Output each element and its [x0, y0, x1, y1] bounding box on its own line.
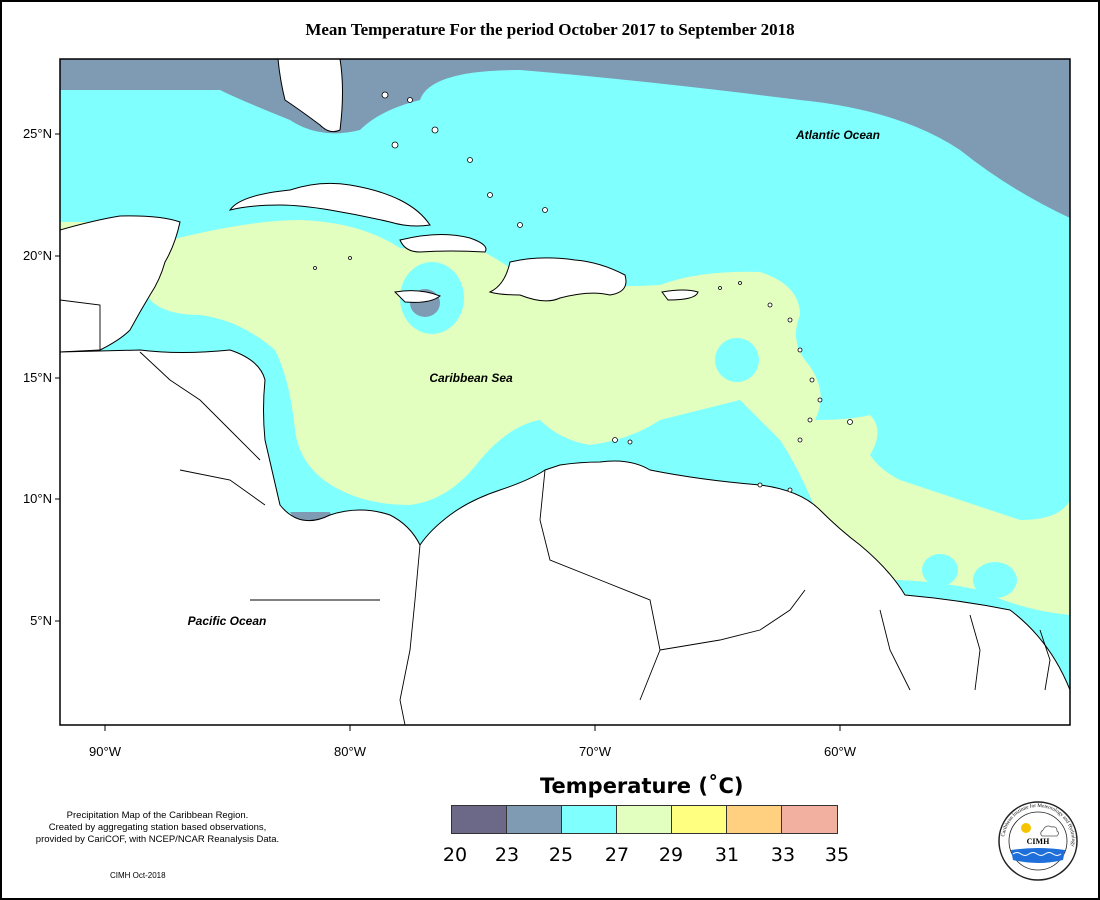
caribbean-sea-label: Caribbean Sea — [429, 371, 513, 385]
small-islands — [313, 91, 853, 493]
cuba — [228, 182, 431, 227]
legend-tick: 27 — [604, 844, 630, 866]
note-line: provided by CariCOF, with NCEP/NCAR Rean… — [35, 834, 280, 845]
legend-tick: 31 — [714, 844, 740, 866]
legend-tick: 23 — [494, 844, 520, 866]
legend-tick: 29 — [658, 844, 684, 866]
lon-label-90: 90°W — [89, 744, 122, 759]
legend-swatch-29-31 — [672, 806, 727, 833]
legend-tick: 33 — [770, 844, 796, 866]
florida — [277, 59, 343, 133]
zone-27-29 — [147, 220, 1070, 615]
legend-title: Temperature (˚C) — [540, 774, 744, 798]
water-icon — [1011, 848, 1065, 863]
borders — [60, 299, 1051, 725]
credit-text: CIMH Oct-2018 — [110, 871, 166, 880]
pacific-ocean-label: Pacific Ocean — [188, 614, 267, 628]
lat-label-10: 10°N — [23, 491, 52, 506]
map-title: Mean Temperature For the period October … — [305, 20, 795, 39]
legend-color-bar — [451, 805, 838, 834]
lon-label-80: 80°W — [334, 744, 367, 759]
cimh-logo: CIMH Caribbean Institute for Meteorology… — [998, 801, 1078, 881]
lat-label-20: 20°N — [23, 248, 52, 263]
legend-tick: 25 — [548, 844, 574, 866]
puerto-rico — [661, 289, 699, 301]
legend-swatch-31-33 — [727, 806, 782, 833]
legend-swatch-33-35 — [782, 806, 837, 833]
yucatan — [60, 215, 181, 353]
cloud-icon — [1040, 825, 1059, 837]
jamaica — [393, 290, 441, 303]
note-line: Created by aggregating station based obs… — [48, 822, 267, 833]
lon-label-60: 60°W — [824, 744, 857, 759]
logo-text: CIMH — [1027, 837, 1050, 846]
lat-label-5: 5°N — [30, 613, 52, 628]
cuba-east — [399, 233, 487, 253]
legend-swatch-20-23 — [452, 806, 507, 833]
south-america-central-america — [60, 349, 1070, 725]
legend-tick: 35 — [824, 844, 850, 866]
land — [60, 59, 1070, 725]
lat-label-25: 25°N — [23, 126, 52, 141]
lat-label-15: 15°N — [23, 370, 52, 385]
legend-swatch-27-29 — [617, 806, 672, 833]
legend-swatch-25-27 — [562, 806, 617, 833]
note-line: Precipitation Map of the Caribbean Regio… — [66, 810, 249, 821]
hispaniola — [488, 257, 627, 302]
map-frame — [59, 58, 1071, 726]
map-notes: Precipitation Map of the Caribbean Regio… — [0, 810, 315, 846]
legend-tick: 20 — [442, 844, 468, 866]
lon-label-70: 70°W — [579, 744, 612, 759]
legend-swatch-23-25 — [507, 806, 562, 833]
atlantic-ocean-label: Atlantic Ocean — [795, 128, 880, 142]
sun-icon — [1021, 823, 1031, 833]
zone-cool-island — [715, 338, 759, 382]
